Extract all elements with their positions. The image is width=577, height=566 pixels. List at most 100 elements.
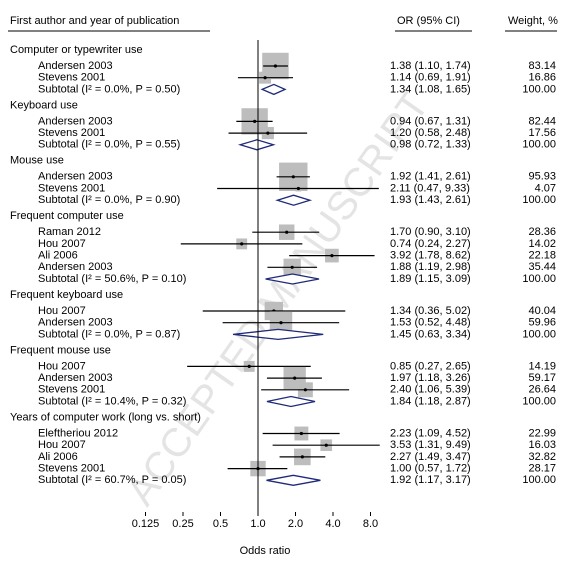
ci-label: 0.98 (0.72, 1.33) xyxy=(390,139,471,151)
x-tick-label: 0.25 xyxy=(172,518,193,530)
study-label: Stevens 2001 xyxy=(38,182,105,194)
x-tick-label: 4.0 xyxy=(325,518,340,530)
ci-label: 2.23 (1.09, 4.52) xyxy=(390,427,471,439)
x-tick-label: 8.0 xyxy=(363,518,378,530)
study-label: Stevens 2001 xyxy=(38,127,105,139)
weight-label: 16.86 xyxy=(528,72,556,84)
subtotal-label: Subtotal (I² = 0.0%, P = 0.87) xyxy=(38,328,180,340)
ci-label: 1.00 (0.57, 1.72) xyxy=(390,463,471,475)
subtotal-diamond xyxy=(266,395,316,408)
group-title: Frequent keyboard use xyxy=(10,289,123,301)
ci-label: 1.93 (1.43, 2.61) xyxy=(390,194,471,206)
ci-label: 2.40 (1.06, 5.39) xyxy=(390,384,471,396)
point-estimate xyxy=(285,230,289,234)
study-label: Eleftheriou 2012 xyxy=(38,427,118,439)
ci-label: 1.38 (1.10, 1.74) xyxy=(390,60,471,72)
weight-label: 14.02 xyxy=(528,238,556,250)
ci-label: 1.45 (0.63, 3.34) xyxy=(390,328,471,340)
ci-label: 1.88 (1.19, 2.98) xyxy=(390,261,471,273)
study-label: Andersen 2003 xyxy=(38,372,113,384)
study-label: Hou 2007 xyxy=(38,238,86,250)
subtotal-label: Subtotal (I² = 50.6%, P = 0.10) xyxy=(38,273,186,285)
subtotal-diamond xyxy=(260,83,287,96)
header-weight: Weight, % xyxy=(508,15,558,27)
weight-label: 40.04 xyxy=(528,305,556,317)
weight-label: 59.96 xyxy=(528,317,556,329)
study-label: Stevens 2001 xyxy=(38,384,105,396)
weight-label: 100.00 xyxy=(522,194,556,206)
study-label: Raman 2012 xyxy=(38,226,101,238)
ci-label: 1.89 (1.15, 3.09) xyxy=(390,273,471,285)
subtotal-diamond xyxy=(266,474,321,486)
point-estimate xyxy=(296,186,300,191)
point-estimate xyxy=(253,119,257,123)
x-tick-label: 1.0 xyxy=(250,518,265,530)
point-estimate xyxy=(263,76,267,80)
weight-label: 82.44 xyxy=(528,115,556,127)
subtotal-label: Subtotal (I² = 60.7%, P = 0.05) xyxy=(38,474,186,486)
study-label: Andersen 2003 xyxy=(38,171,113,183)
group-title: Frequent mouse use xyxy=(10,344,111,356)
ci-label: 3.53 (1.31, 9.49) xyxy=(390,439,471,451)
point-estimate xyxy=(293,376,297,380)
ci-label: 1.92 (1.17, 3.17) xyxy=(390,474,471,486)
weight-label: 95.93 xyxy=(528,171,556,183)
x-tick-label: 0.125 xyxy=(132,518,160,530)
subtotal-diamond xyxy=(232,328,324,341)
ci-label: 1.92 (1.41, 2.61) xyxy=(390,171,471,183)
point-estimate xyxy=(266,131,270,135)
weight-label: 17.56 xyxy=(528,127,556,139)
subtotal-label: Subtotal (I² = 10.4%, P = 0.32) xyxy=(38,395,186,407)
subtotal-label: Subtotal (I² = 0.0%, P = 0.55) xyxy=(38,139,180,151)
study-label: Stevens 2001 xyxy=(38,72,105,84)
weight-label: 100.00 xyxy=(522,139,556,151)
ci-label: 0.94 (0.67, 1.31) xyxy=(390,115,471,127)
weight-label: 28.36 xyxy=(528,226,556,238)
study-label: Ali 2006 xyxy=(38,451,78,463)
header-or: OR (95% CI) xyxy=(397,15,460,27)
point-estimate xyxy=(240,242,244,246)
x-axis-label: Odds ratio xyxy=(240,545,291,557)
weight-label: 100.00 xyxy=(522,273,556,285)
weight-label: 35.44 xyxy=(528,261,556,273)
ci-label: 1.70 (0.90, 3.10) xyxy=(390,226,471,238)
point-estimate xyxy=(279,321,283,325)
point-estimate xyxy=(290,265,294,269)
ci-label: 0.85 (0.27, 2.65) xyxy=(390,360,471,372)
weight-label: 16.03 xyxy=(528,439,556,451)
group-title: Keyboard use xyxy=(10,99,78,111)
point-estimate xyxy=(330,254,334,258)
weight-label: 100.00 xyxy=(522,328,556,340)
weight-label: 28.17 xyxy=(528,463,556,475)
weight-label: 26.64 xyxy=(528,384,556,396)
study-label: Andersen 2003 xyxy=(38,317,113,329)
study-label: Hou 2007 xyxy=(38,439,86,451)
weight-label: 83.14 xyxy=(528,60,556,72)
study-label: Hou 2007 xyxy=(38,360,86,372)
ci-label: 1.34 (1.08, 1.65) xyxy=(390,83,471,95)
point-estimate xyxy=(324,443,328,447)
point-estimate xyxy=(303,388,307,392)
weight-label: 100.00 xyxy=(522,395,556,407)
ci-label: 2.27 (1.49, 3.47) xyxy=(390,451,471,463)
point-estimate xyxy=(291,175,295,179)
weight-label: 4.07 xyxy=(535,182,556,194)
weight-label: 100.00 xyxy=(522,83,556,95)
study-label: Andersen 2003 xyxy=(38,60,113,72)
weight-label: 100.00 xyxy=(522,474,556,486)
weight-label: 32.82 xyxy=(528,451,556,463)
point-estimate xyxy=(247,364,251,368)
subtotal-diamond xyxy=(237,139,276,151)
point-estimate xyxy=(299,431,303,436)
point-estimate xyxy=(300,455,304,459)
study-label: Ali 2006 xyxy=(38,250,78,262)
subtotal-diamond xyxy=(265,273,320,285)
study-label: Andersen 2003 xyxy=(38,115,113,127)
group-title: Mouse use xyxy=(10,155,64,167)
ci-label: 1.97 (1.18, 3.26) xyxy=(390,372,471,384)
ci-label: 1.20 (0.58, 2.48) xyxy=(390,127,471,139)
x-tick-label: 0.5 xyxy=(213,518,228,530)
subtotal-label: Subtotal (I² = 0.0%, P = 0.50) xyxy=(38,83,180,95)
ci-label: 1.34 (0.36, 5.02) xyxy=(390,305,471,317)
